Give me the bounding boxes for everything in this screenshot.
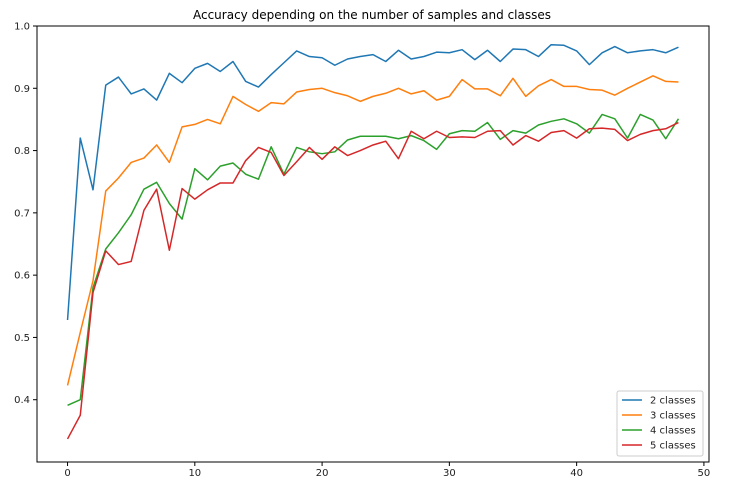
series-line-2-classes bbox=[66, 43, 679, 321]
y-tick-label: 0.7 bbox=[14, 208, 30, 219]
legend-label: 2 classes bbox=[650, 396, 696, 407]
legend-label: 3 classes bbox=[650, 411, 696, 422]
legend-label: 5 classes bbox=[650, 441, 696, 452]
chart-title: Accuracy depending on the number of samp… bbox=[193, 8, 551, 22]
series-line-5-classes bbox=[66, 121, 679, 440]
x-tick-label: 30 bbox=[443, 468, 456, 479]
y-tick-label: 1.0 bbox=[14, 22, 30, 33]
y-tick-label: 0.6 bbox=[14, 271, 30, 282]
x-tick-label: 50 bbox=[698, 468, 711, 479]
legend-box bbox=[616, 390, 704, 457]
legend: 2 classes 3 classes 4 classes 5 classes bbox=[616, 390, 704, 457]
x-tick-label: 0 bbox=[64, 468, 70, 479]
y-tick-label: 0.8 bbox=[14, 146, 30, 157]
plot-lines bbox=[66, 43, 680, 440]
plot-frame bbox=[36, 25, 710, 463]
x-tick-label: 20 bbox=[316, 468, 329, 479]
y-axis: 0.4 0.5 0.6 0.7 0.8 0.9 1.0 bbox=[14, 22, 37, 406]
x-tick-label: 40 bbox=[570, 468, 583, 479]
series-line-3-classes bbox=[66, 75, 679, 386]
y-tick-label: 0.9 bbox=[14, 84, 30, 95]
x-axis: 0 10 20 30 40 50 bbox=[64, 462, 710, 479]
x-tick-label: 10 bbox=[188, 468, 201, 479]
series-line-4-classes bbox=[67, 113, 680, 407]
y-tick-label: 0.4 bbox=[14, 395, 30, 406]
legend-label: 4 classes bbox=[650, 426, 696, 437]
y-tick-label: 0.5 bbox=[14, 333, 30, 344]
